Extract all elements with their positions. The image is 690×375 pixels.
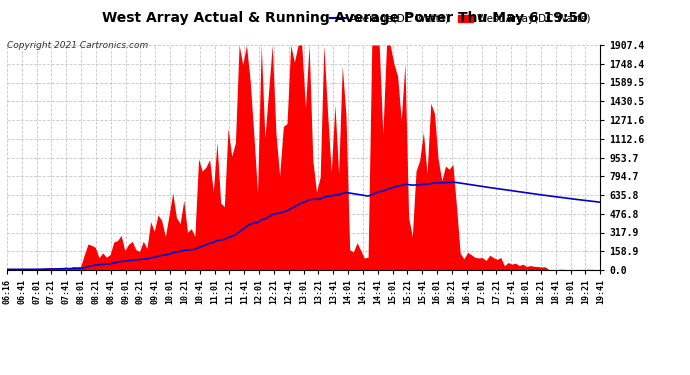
Legend: Average(DC Watts), West Array(DC Watts): Average(DC Watts), West Array(DC Watts) (326, 10, 595, 28)
Text: West Array Actual & Running Average Power Thu May 6 19:50: West Array Actual & Running Average Powe… (102, 11, 588, 25)
Text: Copyright 2021 Cartronics.com: Copyright 2021 Cartronics.com (7, 41, 148, 50)
